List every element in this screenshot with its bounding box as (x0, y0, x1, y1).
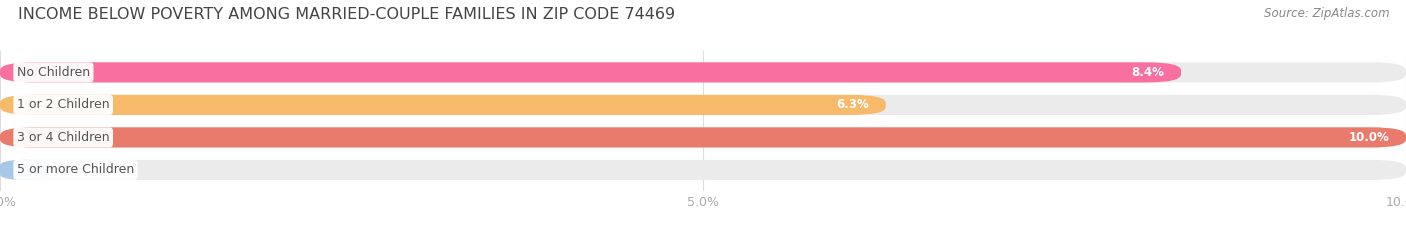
Text: 1 or 2 Children: 1 or 2 Children (17, 98, 110, 111)
Text: 6.3%: 6.3% (837, 98, 869, 111)
FancyBboxPatch shape (0, 62, 1181, 82)
FancyBboxPatch shape (0, 160, 1406, 180)
Text: 8.4%: 8.4% (1132, 66, 1164, 79)
FancyBboxPatch shape (0, 127, 1406, 147)
FancyBboxPatch shape (0, 127, 1406, 147)
Text: 0.0%: 0.0% (63, 163, 93, 176)
FancyBboxPatch shape (0, 95, 886, 115)
Text: Source: ZipAtlas.com: Source: ZipAtlas.com (1264, 7, 1389, 20)
Text: 5 or more Children: 5 or more Children (17, 163, 134, 176)
FancyBboxPatch shape (0, 160, 49, 180)
Text: INCOME BELOW POVERTY AMONG MARRIED-COUPLE FAMILIES IN ZIP CODE 74469: INCOME BELOW POVERTY AMONG MARRIED-COUPL… (18, 7, 675, 22)
FancyBboxPatch shape (0, 95, 1406, 115)
Text: No Children: No Children (17, 66, 90, 79)
FancyBboxPatch shape (0, 62, 1406, 82)
Text: 10.0%: 10.0% (1348, 131, 1389, 144)
Text: 3 or 4 Children: 3 or 4 Children (17, 131, 110, 144)
